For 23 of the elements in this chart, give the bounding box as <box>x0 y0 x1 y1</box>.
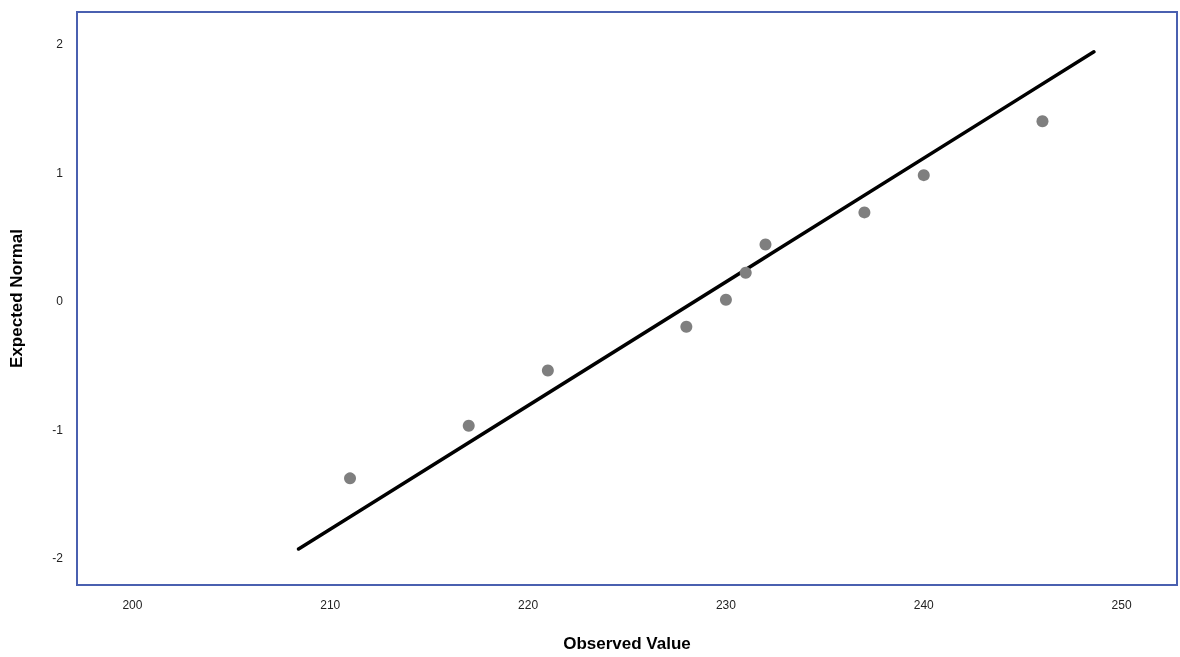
y-axis-title: Expected Normal <box>7 229 26 368</box>
point <box>462 419 475 432</box>
x-axis-title: Observed Value <box>563 634 691 653</box>
y-tick-label: -2 <box>52 551 64 566</box>
x-tick-label: 250 <box>1111 598 1132 612</box>
point <box>541 364 554 377</box>
x-tick-label: 210 <box>320 598 341 612</box>
point <box>739 266 752 279</box>
x-tick-label: 230 <box>715 598 737 612</box>
x-tick-label: 240 <box>913 598 935 612</box>
point <box>1036 115 1049 128</box>
y-tick-label: -1 <box>52 422 64 437</box>
point <box>917 169 930 182</box>
point <box>719 293 732 306</box>
y-tick-label: 0 <box>56 294 64 309</box>
point <box>680 320 693 333</box>
point <box>344 472 357 485</box>
y-tick-label: 1 <box>56 165 64 180</box>
y-tick-label: 2 <box>56 37 64 52</box>
point <box>858 206 871 219</box>
point <box>759 238 772 251</box>
x-tick-label: 200 <box>122 598 143 612</box>
x-tick-label: 220 <box>518 598 539 612</box>
